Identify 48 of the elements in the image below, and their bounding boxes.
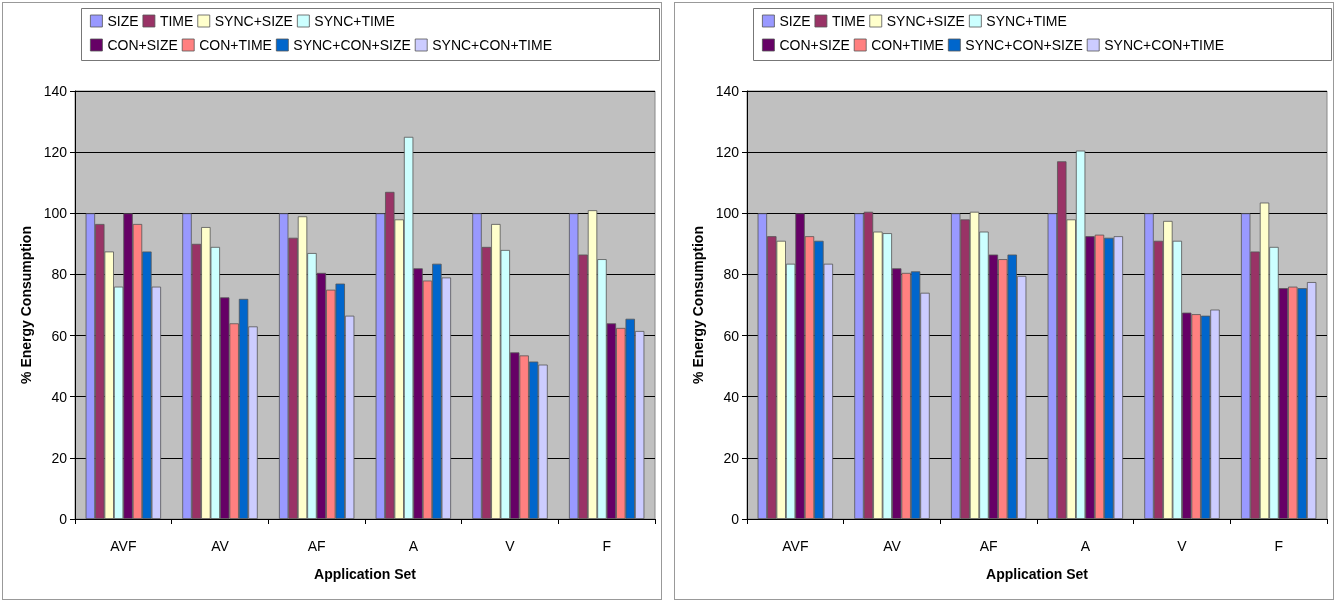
legend-label: TIME (831, 13, 866, 29)
x-tick-label: F (602, 538, 611, 554)
legend-label: SYNC+SIZE (214, 13, 293, 29)
x-tick-label: AV (883, 538, 902, 554)
legend-label: SIZE (107, 13, 139, 29)
y-tick-label: 140 (43, 83, 68, 99)
y-tick-label: 20 (51, 449, 68, 466)
y-tick-label: 80 (723, 266, 740, 283)
x-tick-label: A (408, 538, 419, 554)
x-tick-label: A (1080, 538, 1091, 554)
legend-label: SYNC+CON+SIZE (965, 37, 1083, 53)
legend-label: SIZE (779, 13, 811, 29)
legend-label: TIME (159, 13, 194, 29)
legend-label: CON+SIZE (779, 37, 850, 53)
y-tick-label: 40 (723, 388, 740, 405)
y-axis-title: % Energy Consumption (17, 226, 34, 384)
legend-label: SYNC+SIZE (886, 13, 965, 29)
legend-label: SYNC+CON+TIME (432, 37, 553, 53)
legend-label: SYNC+TIME (314, 13, 395, 29)
x-tick-label: AF (979, 538, 998, 554)
y-tick-label: 120 (715, 144, 740, 161)
y-tick-label: 140 (715, 83, 740, 99)
x-axis-title: Application Set (986, 566, 1089, 582)
x-tick-label: V (505, 538, 516, 554)
y-tick-label: 20 (723, 449, 740, 466)
y-tick-label: 80 (51, 266, 68, 283)
y-tick-label: 100 (43, 205, 68, 222)
y-tick-label: 60 (51, 327, 68, 344)
x-tick-label: V (1177, 538, 1188, 554)
x-tick-label: AF (307, 538, 326, 554)
y-tick-label: 60 (723, 327, 740, 344)
y-tick-label: 0 (59, 511, 68, 527)
y-tick-label: 0 (731, 511, 740, 527)
x-tick-label: AVF (782, 538, 809, 554)
x-tick-label: F (1274, 538, 1283, 554)
x-tick-label: AV (211, 538, 230, 554)
legend-label: SYNC+CON+SIZE (293, 37, 411, 53)
legend-label: CON+TIME (871, 37, 944, 53)
legend-label: CON+SIZE (107, 37, 178, 53)
x-tick-label: AVF (110, 538, 137, 554)
legend-label: SYNC+TIME (986, 13, 1067, 29)
legend-label: SYNC+CON+TIME (1104, 37, 1225, 53)
legend-label: CON+TIME (199, 37, 272, 53)
y-axis-title: % Energy Consumption (689, 226, 706, 384)
y-tick-label: 40 (51, 388, 68, 405)
y-tick-label: 100 (715, 205, 740, 222)
y-tick-label: 120 (43, 144, 68, 161)
x-axis-title: Application Set (314, 566, 417, 582)
